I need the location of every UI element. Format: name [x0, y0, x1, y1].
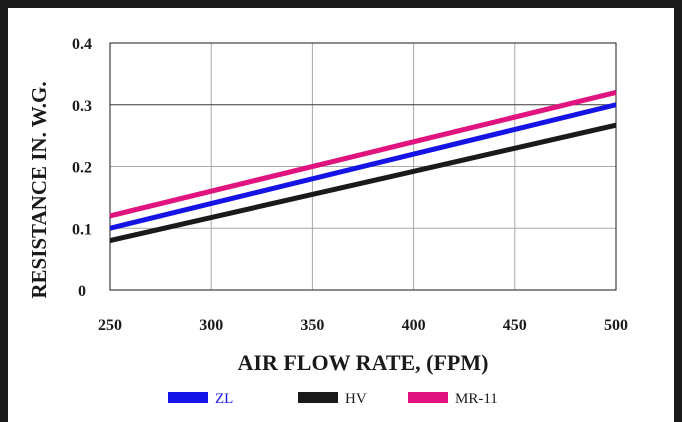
line-chart: 0 0.1 0.2 0.3 0.4 250 300 350 400 450 500 RESISTA… — [27, 36, 628, 407]
x-tick-label: 400 — [402, 317, 426, 334]
x-tick-label: 450 — [503, 317, 527, 334]
x-tick-label: 250 — [98, 317, 122, 334]
y-axis-title: RESISTANCE IN. W.G. — [27, 81, 51, 298]
x-tick-label: 300 — [199, 317, 223, 334]
series-layer — [109, 89, 617, 244]
legend-swatch-mr-11 — [408, 392, 448, 403]
y-tick-label: 0 — [78, 283, 86, 300]
y-tick-label: 0.2 — [72, 160, 92, 177]
legend-label-zl: ZL — [215, 391, 233, 407]
series-line-zl — [109, 102, 617, 231]
y-tick-label: 0.4 — [72, 36, 92, 53]
x-axis-title: AIR FLOW RATE, (FPM) — [238, 350, 489, 375]
y-tick-label: 0.3 — [72, 98, 92, 115]
x-tick-label: 500 — [604, 317, 628, 334]
legend-label-hv: HV — [345, 391, 367, 407]
x-tick-label: 350 — [300, 317, 324, 334]
series-line-hv — [109, 122, 617, 244]
legend-swatch-hv — [298, 392, 338, 403]
y-tick-labels: 0 0.1 0.2 0.3 0.4 — [72, 36, 92, 300]
legend-swatch-zl — [168, 392, 208, 403]
plot-area — [109, 42, 617, 291]
legend-label-mr-11: MR-11 — [455, 391, 498, 407]
x-tick-labels: 250 300 350 400 450 500 — [98, 317, 628, 334]
y-tick-label: 0.1 — [72, 221, 92, 238]
series-line-mr-11 — [109, 89, 617, 219]
chart-panel: 0 0.1 0.2 0.3 0.4 250 300 350 400 450 500 RESISTA… — [8, 8, 674, 422]
legend: ZL HV MR-11 — [168, 391, 498, 407]
